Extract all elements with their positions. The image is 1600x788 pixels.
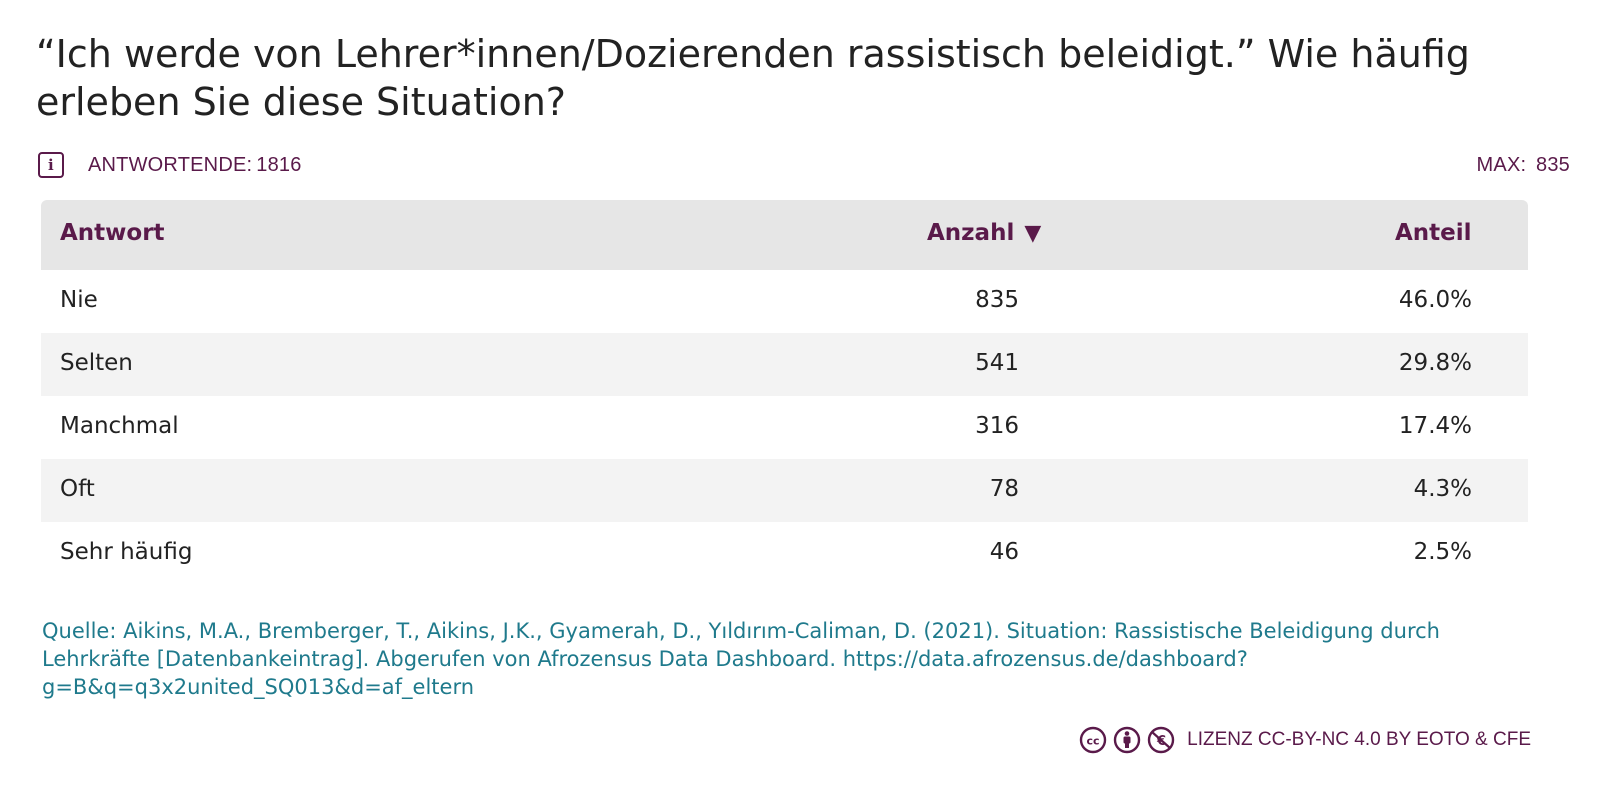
cell-share: 46.0% [1398, 287, 1472, 313]
svg-text:cc: cc [1087, 735, 1100, 748]
table-row: Oft 78 4.3% [41, 459, 1528, 522]
cell-share: 17.4% [1398, 413, 1472, 439]
table-header: Antwort Anzahl ▼ Anteil [41, 200, 1528, 270]
nc-icon: € [1147, 726, 1175, 754]
cell-share: 29.8% [1398, 350, 1472, 376]
max-label: MAX: [1476, 153, 1527, 176]
cc-icon: cc [1079, 726, 1107, 754]
cell-count: 46 [989, 539, 1019, 565]
cell-answer: Sehr häufig [60, 539, 193, 565]
column-header-count-label: Anzahl [927, 220, 1015, 246]
cell-share: 4.3% [1413, 476, 1472, 502]
cell-answer: Oft [60, 476, 95, 502]
table-row: Manchmal 316 17.4% [41, 396, 1528, 459]
table-row: Nie 835 46.0% [41, 270, 1528, 333]
info-icon[interactable]: i [38, 152, 64, 178]
max-value: 835 [1536, 153, 1570, 176]
cell-answer: Manchmal [60, 413, 179, 439]
cell-count: 78 [989, 476, 1019, 502]
cell-count: 541 [975, 350, 1019, 376]
chart-title: “Ich werde von Lehrer*innen/Dozierenden … [36, 32, 1470, 124]
svg-text:€: € [1156, 734, 1166, 749]
cell-answer: Nie [60, 287, 98, 313]
source-citation[interactable]: Quelle: Aikins, M.A., Bremberger, T., Ai… [42, 619, 1440, 699]
license-text[interactable]: LIZENZ CC-BY-NC 4.0 BY EOTO & CFE [1187, 729, 1531, 750]
cell-count: 835 [975, 287, 1019, 313]
results-table: Antwort Anzahl ▼ Anteil Nie 835 46.0% Sel… [41, 200, 1528, 585]
respondents-info: i ANTWORTENDE: 1816 [38, 152, 302, 178]
meta-row: i ANTWORTENDE: 1816 MAX: 835 [38, 150, 1570, 180]
sort-descending-icon[interactable]: ▼ [1024, 221, 1042, 246]
cell-answer: Selten [60, 350, 133, 376]
cell-share: 2.5% [1413, 539, 1472, 565]
column-header-share[interactable]: Anteil [1395, 220, 1472, 246]
license-row: cc € LIZENZ CC-BY-NC 4.0 BY EOTO & CFE [1079, 723, 1531, 757]
respondents-value: 1816 [256, 153, 302, 176]
table-row: Selten 541 29.8% [41, 333, 1528, 396]
table-row: Sehr häufig 46 2.5% [41, 522, 1528, 585]
column-header-answer[interactable]: Antwort [60, 220, 165, 246]
by-icon [1113, 726, 1141, 754]
respondents-label: ANTWORTENDE: [88, 153, 253, 176]
max-info: MAX: 835 [1477, 154, 1570, 177]
column-header-count[interactable]: Anzahl ▼ [927, 200, 1041, 270]
cell-count: 316 [975, 413, 1019, 439]
